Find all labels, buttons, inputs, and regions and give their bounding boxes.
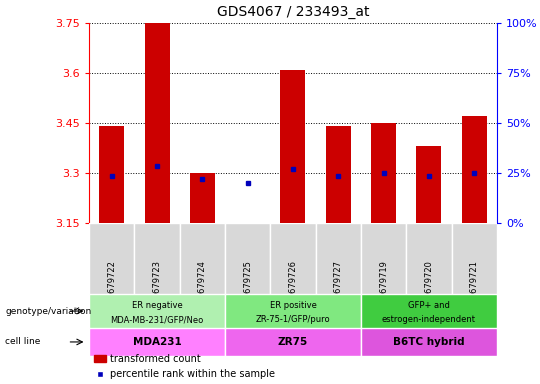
- Text: cell line: cell line: [5, 338, 41, 346]
- Bar: [326, 126, 350, 223]
- Bar: [315, 223, 361, 294]
- Bar: [361, 328, 497, 356]
- Text: estrogen-independent: estrogen-independent: [382, 315, 476, 324]
- Text: GFP+ and: GFP+ and: [408, 301, 450, 310]
- Bar: [180, 223, 225, 294]
- Text: B6TC hybrid: B6TC hybrid: [393, 337, 464, 347]
- Text: GSM679720: GSM679720: [424, 260, 433, 311]
- Text: ER positive: ER positive: [269, 301, 316, 310]
- Text: GSM679721: GSM679721: [470, 260, 478, 311]
- Text: ZR75: ZR75: [278, 337, 308, 347]
- Text: GSM679727: GSM679727: [334, 260, 343, 311]
- Bar: [225, 223, 271, 294]
- Bar: [99, 126, 124, 223]
- Bar: [451, 223, 497, 294]
- Text: MDA-MB-231/GFP/Neo: MDA-MB-231/GFP/Neo: [110, 315, 204, 324]
- Bar: [89, 294, 225, 328]
- Bar: [361, 294, 497, 328]
- Text: ZR-75-1/GFP/puro: ZR-75-1/GFP/puro: [255, 315, 330, 324]
- Text: GSM679724: GSM679724: [198, 260, 207, 311]
- Bar: [225, 294, 361, 328]
- Text: genotype/variation: genotype/variation: [5, 306, 92, 316]
- Bar: [462, 116, 487, 223]
- Bar: [361, 223, 406, 294]
- Text: GSM679726: GSM679726: [288, 260, 298, 311]
- Bar: [145, 23, 170, 223]
- Bar: [371, 123, 396, 223]
- Bar: [190, 173, 215, 223]
- Title: GDS4067 / 233493_at: GDS4067 / 233493_at: [217, 5, 369, 19]
- Text: GSM679725: GSM679725: [243, 260, 252, 311]
- Bar: [89, 328, 225, 356]
- Text: GSM679723: GSM679723: [153, 260, 161, 311]
- Bar: [280, 70, 306, 223]
- Legend: transformed count, percentile rank within the sample: transformed count, percentile rank withi…: [94, 354, 274, 379]
- Text: GSM679722: GSM679722: [107, 260, 116, 311]
- Bar: [89, 223, 134, 294]
- Text: ER negative: ER negative: [132, 301, 183, 310]
- Bar: [406, 223, 451, 294]
- Text: GSM679719: GSM679719: [379, 260, 388, 311]
- Text: MDA231: MDA231: [133, 337, 181, 347]
- Bar: [271, 223, 315, 294]
- Bar: [416, 146, 441, 223]
- Bar: [225, 328, 361, 356]
- Bar: [134, 223, 180, 294]
